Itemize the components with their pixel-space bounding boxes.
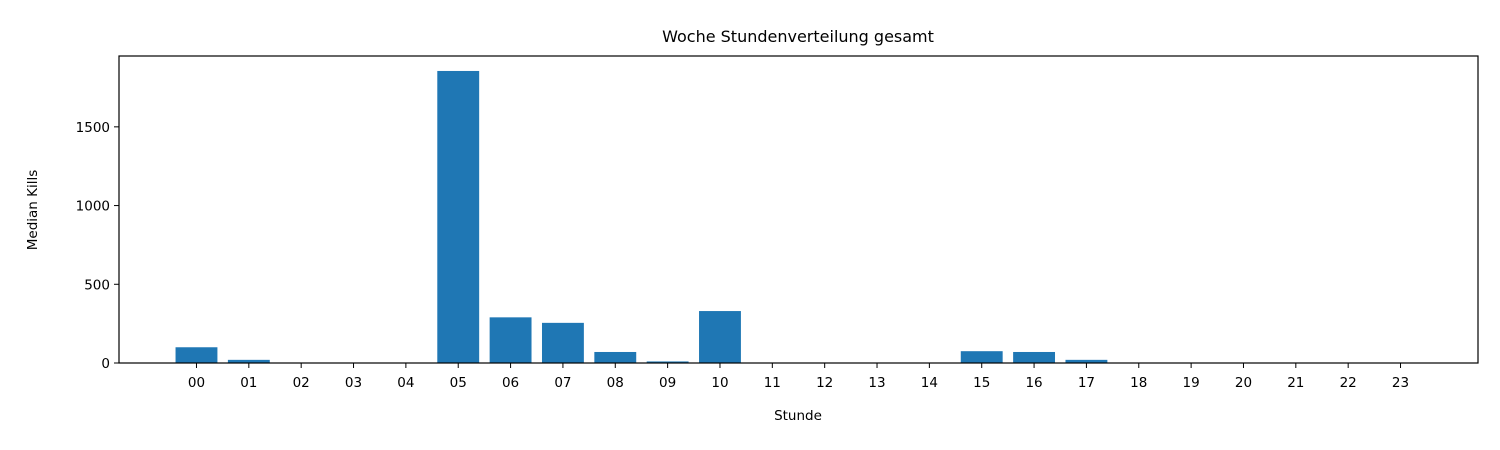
- x-tick-label: 09: [659, 375, 676, 391]
- x-tick-label: 12: [816, 375, 833, 391]
- x-tick-label: 16: [1025, 375, 1042, 391]
- bar-07: [541, 322, 584, 363]
- bar-08: [594, 351, 637, 363]
- x-tick-label: 02: [293, 375, 310, 391]
- x-axis-label: Stunde: [774, 408, 822, 424]
- x-tick-label: 03: [345, 375, 362, 391]
- bar-10: [699, 311, 741, 363]
- x-tick-label: 17: [1078, 375, 1095, 391]
- x-tick-label: 01: [240, 375, 257, 391]
- bar-05: [437, 70, 480, 364]
- x-tick-label: 20: [1235, 375, 1252, 391]
- chart-title: Woche Stundenverteilung gesamt: [662, 27, 934, 46]
- bars-group: [175, 70, 1108, 364]
- x-tick-label: 23: [1392, 375, 1409, 391]
- y-tick-label: 1500: [76, 120, 110, 136]
- x-tick-label: 18: [1130, 375, 1147, 391]
- bar-00: [175, 347, 218, 363]
- x-tick-label: 07: [554, 375, 571, 391]
- x-tick-label: 06: [502, 375, 519, 391]
- x-tick-label: 00: [188, 375, 205, 391]
- x-tick-label: 08: [607, 375, 624, 391]
- x-tick-label: 14: [921, 375, 938, 391]
- x-tick-label: 21: [1287, 375, 1304, 391]
- bar-15: [960, 351, 1003, 363]
- x-tick-label: 04: [397, 375, 414, 391]
- y-axis: 0 500 1000 1500: [76, 120, 119, 372]
- x-tick-label: 10: [711, 375, 728, 391]
- x-tick-label: 05: [450, 375, 467, 391]
- bar-17: [1065, 359, 1108, 363]
- x-tick-label: 22: [1340, 375, 1357, 391]
- bar-16: [1013, 351, 1056, 363]
- y-axis-label: Median Kills: [25, 170, 41, 251]
- y-tick-label: 1000: [76, 199, 110, 215]
- bar-09: [646, 361, 689, 363]
- plot-frame: [118, 55, 1479, 364]
- y-tick-label: 0: [101, 356, 110, 372]
- x-tick-label: 13: [868, 375, 885, 391]
- x-axis: 00 01 02 03 04 05 06 07 08 09 10 11 12 13 14 15 16 17 18 19…: [188, 363, 1409, 391]
- bar-01: [227, 359, 270, 363]
- x-tick-label: 11: [764, 375, 781, 391]
- x-tick-label: 19: [1183, 375, 1200, 391]
- bar-06: [489, 317, 532, 363]
- y-tick-label: 500: [84, 277, 110, 293]
- x-tick-label: 15: [973, 375, 990, 391]
